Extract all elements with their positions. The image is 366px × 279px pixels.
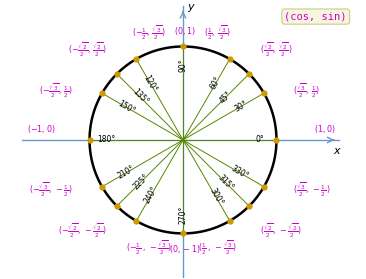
Text: 180°: 180° xyxy=(97,136,116,145)
Text: $(-\frac{\sqrt{2}}{2},\, -\frac{\sqrt{2}}{2})$: $(-\frac{\sqrt{2}}{2},\, -\frac{\sqrt{2}… xyxy=(58,221,107,240)
Text: $(-\frac{\sqrt{3}}{2},\, -\frac{1}{2})$: $(-\frac{\sqrt{3}}{2},\, -\frac{1}{2})$ xyxy=(29,180,73,199)
Text: (cos, sin): (cos, sin) xyxy=(284,11,347,21)
Text: $(\frac{\sqrt{3}}{2},\, -\frac{1}{2}\,)$: $(\frac{\sqrt{3}}{2},\, -\frac{1}{2}\,)$ xyxy=(293,180,331,199)
Text: 300°: 300° xyxy=(207,186,224,207)
Text: 0°: 0° xyxy=(255,136,264,145)
Text: $(0, -1)$: $(0, -1)$ xyxy=(169,243,201,255)
Text: $(1, 0)$: $(1, 0)$ xyxy=(314,123,336,135)
Text: 315°: 315° xyxy=(216,173,235,192)
Text: $(-\frac{1}{2},\, \frac{\sqrt{3}}{2})$: $(-\frac{1}{2},\, \frac{\sqrt{3}}{2})$ xyxy=(131,23,165,42)
Text: $(-1, 0)$: $(-1, 0)$ xyxy=(27,123,55,135)
Text: $x$: $x$ xyxy=(333,146,342,156)
Text: 270°: 270° xyxy=(179,206,187,224)
Text: $(\frac{\sqrt{3}}{2},\, \frac{1}{2})$: $(\frac{\sqrt{3}}{2},\, \frac{1}{2})$ xyxy=(293,81,320,100)
Text: $(\frac{\sqrt{2}}{2},\, -\frac{\sqrt{2}}{2})$: $(\frac{\sqrt{2}}{2},\, -\frac{\sqrt{2}}… xyxy=(259,221,301,240)
Text: 135°: 135° xyxy=(130,87,150,107)
Text: 240°: 240° xyxy=(143,185,160,205)
Text: 210°: 210° xyxy=(116,164,137,181)
Text: 120°: 120° xyxy=(142,73,159,93)
Text: $(\frac{1}{2},\, \frac{\sqrt{3}}{2})$: $(\frac{1}{2},\, \frac{\sqrt{3}}{2})$ xyxy=(204,23,231,42)
Text: 225°: 225° xyxy=(131,173,150,192)
Text: $(0, 1)$: $(0, 1)$ xyxy=(174,25,196,37)
Text: 150°: 150° xyxy=(116,99,137,116)
Text: 330°: 330° xyxy=(229,164,250,181)
Text: $y$: $y$ xyxy=(187,2,196,14)
Text: 30°: 30° xyxy=(233,99,250,114)
Text: $(-\frac{1}{2}\;,\, -\frac{\sqrt{3}}{2})$: $(-\frac{1}{2}\;,\, -\frac{\sqrt{3}}{2})… xyxy=(126,238,171,257)
Text: 60°: 60° xyxy=(208,75,223,92)
Text: 45°: 45° xyxy=(218,89,234,105)
Text: 90°: 90° xyxy=(179,58,187,72)
Text: $(-\frac{\sqrt{3}}{2},\, \frac{1}{2})$: $(-\frac{\sqrt{3}}{2},\, \frac{1}{2})$ xyxy=(39,81,73,100)
Text: $(\frac{\sqrt{2}}{2},\, \frac{\sqrt{2}}{2}\,)$: $(\frac{\sqrt{2}}{2},\, \frac{\sqrt{2}}{… xyxy=(259,40,293,59)
Text: $(-\frac{\sqrt{2}}{2},\, \frac{\sqrt{2}}{2})$: $(-\frac{\sqrt{2}}{2},\, \frac{\sqrt{2}}… xyxy=(68,40,107,59)
Text: $(\frac{1}{2}\;,\, -\frac{\sqrt{3}}{2})$: $(\frac{1}{2}\;,\, -\frac{\sqrt{3}}{2})$ xyxy=(198,238,237,257)
